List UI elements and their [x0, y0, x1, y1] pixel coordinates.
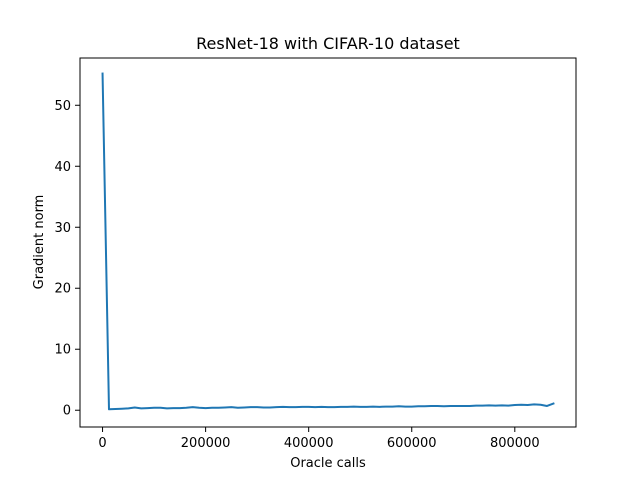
series-line: [101, 72, 555, 411]
x-tick-label: 200000: [181, 436, 231, 451]
x-tick-label: 600000: [387, 436, 437, 451]
y-tick-label: 50: [54, 99, 71, 114]
plot-area: [80, 58, 576, 427]
x-ticks: 0 200000 400000 600000 800000: [98, 427, 540, 451]
y-tick-label: 30: [54, 221, 71, 236]
y-ticks: 0 10 20 30 40 50: [54, 99, 80, 419]
x-tick-label: 0: [98, 436, 106, 451]
y-tick-label: 0: [63, 404, 71, 419]
x-tick-label: 400000: [284, 436, 334, 451]
plot-frame: [79, 57, 577, 428]
chart-title: ResNet-18 with CIFAR-10 dataset: [196, 34, 460, 53]
y-axis-label: Gradient norm: [32, 195, 47, 290]
y-tick-label: 20: [54, 282, 71, 297]
y-tick-label: 10: [54, 343, 71, 358]
y-tick-label: 40: [54, 160, 71, 175]
x-tick-label: 800000: [490, 436, 540, 451]
x-axis-label: Oracle calls: [290, 456, 366, 471]
